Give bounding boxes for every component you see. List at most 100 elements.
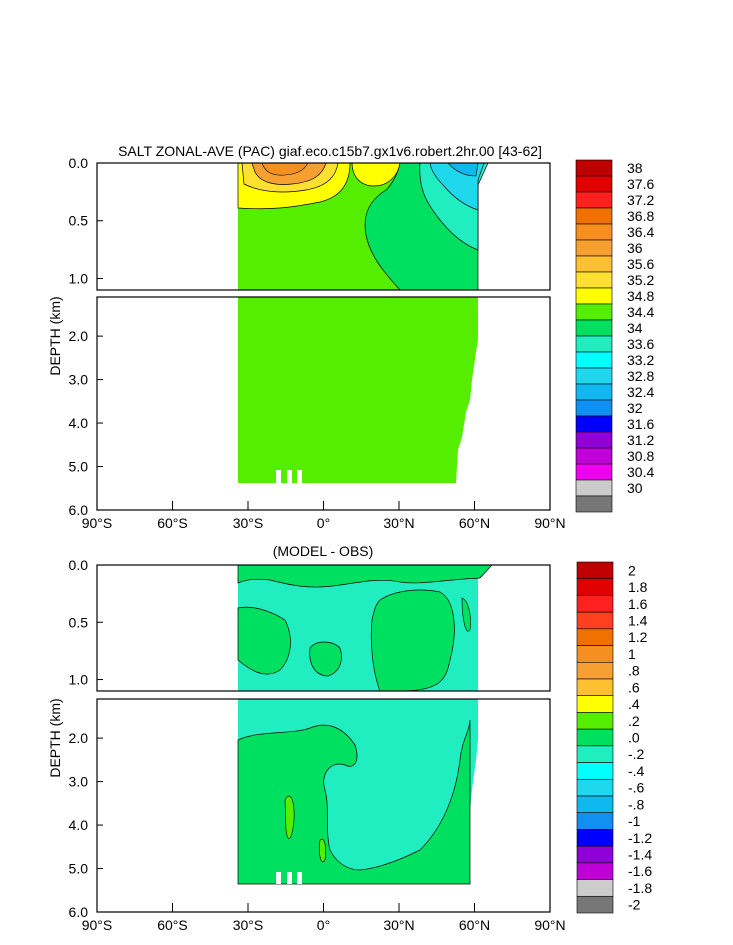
colorbar-swatch — [576, 845, 614, 864]
y-tick-label: 0.0 — [69, 557, 89, 573]
colorbar-swatch — [576, 578, 614, 596]
colorbar-label: .8 — [628, 663, 640, 679]
colorbar-swatch — [576, 645, 614, 663]
y-tick-label: 2.0 — [69, 328, 89, 344]
top-ylabel: DEPTH (km) — [47, 296, 63, 375]
bottom-x-ticks: 90°S 60°S 30°S 0° 30°N 60°N 90°N — [82, 903, 566, 933]
colorbar-swatch — [576, 745, 614, 763]
colorbar-swatch — [575, 223, 613, 241]
top-upper-frame — [96, 162, 551, 291]
colorbar-label: -1 — [628, 813, 641, 829]
colorbar-label: 32.4 — [627, 384, 654, 400]
colorbar-label: 1.6 — [628, 596, 648, 612]
bottom-gap — [297, 872, 302, 884]
colorbar-label: -.2 — [628, 746, 645, 762]
x-tick-label: 60°S — [157, 917, 188, 933]
top-lower-field — [238, 297, 478, 483]
bottom-gap — [287, 872, 292, 884]
colorbar-label: 1 — [628, 646, 636, 662]
colorbar-label: 36.8 — [627, 208, 654, 224]
bottom-y-ticks: 0.0 0.5 1.0 2.0 3.0 4.0 5.0 6.0 — [69, 557, 103, 920]
colorbar-swatch — [575, 207, 613, 225]
colorbar-swatch — [575, 303, 613, 321]
colorbar-label: 32 — [627, 400, 643, 416]
bottom-colorbar: 21.81.61.41.21.8.6.4.2.0-.2-.4-.6-.8-1-1… — [576, 561, 652, 914]
colorbar-label: -1.4 — [628, 847, 652, 863]
colorbar-swatch — [575, 271, 613, 289]
y-tick-label: 5.0 — [69, 459, 89, 475]
x-tick-label: 60°N — [459, 917, 490, 933]
anomaly-deep-positive — [237, 719, 471, 885]
colorbar-swatch — [575, 351, 613, 369]
bottom-gap — [297, 470, 302, 483]
colorbar-swatch — [576, 862, 614, 880]
colorbar-swatch — [575, 399, 613, 417]
bottom-lower-field — [237, 699, 478, 885]
colorbar-swatch — [576, 778, 614, 797]
x-tick-label: 0° — [317, 917, 330, 933]
colorbar-label: 33.2 — [627, 352, 654, 368]
anomaly-deep-streak — [319, 838, 326, 863]
salinity-region-north-max — [351, 162, 401, 187]
colorbar-swatch — [575, 383, 613, 401]
colorbar-swatch — [576, 795, 614, 814]
top-x-ticks: 90°S 60°S 30°S 0° 30°N 60°N 90°N — [82, 501, 566, 531]
y-tick-label: 6.0 — [69, 502, 89, 518]
y-tick-label: 4.0 — [69, 415, 89, 431]
anomaly-region-north-streak — [461, 597, 471, 632]
colorbar-label: 34.4 — [627, 304, 654, 320]
colorbar-label: .4 — [628, 696, 640, 712]
anomaly-region-center-blob — [309, 641, 342, 677]
colorbar-swatch — [575, 255, 613, 273]
y-tick-label: 0.5 — [69, 614, 89, 630]
colorbar-label: -1.8 — [628, 880, 652, 896]
top-colorbar: 3837.637.236.836.43635.635.234.834.43433… — [575, 159, 654, 513]
x-tick-label: 30°N — [383, 515, 414, 531]
x-tick-label: 60°N — [459, 515, 490, 531]
x-tick-label: 30°N — [383, 917, 414, 933]
colorbar-swatch — [576, 895, 614, 914]
colorbar-swatch — [575, 463, 613, 481]
colorbar-label: 34 — [627, 320, 643, 336]
x-tick-label: 30°S — [233, 917, 264, 933]
x-tick-label: 30°S — [233, 515, 264, 531]
colorbar-label: 37.2 — [627, 192, 654, 208]
top-panel: SALT ZONAL-AVE (PAC) giaf.eco.c15b7.gx1v… — [47, 143, 654, 531]
colorbar-label: 31.2 — [627, 432, 654, 448]
colorbar-swatch — [576, 595, 614, 613]
colorbar-label: -.4 — [628, 763, 645, 779]
y-tick-label: 0.0 — [69, 155, 89, 171]
colorbar-label: 36.4 — [627, 224, 654, 240]
colorbar-swatch — [575, 367, 613, 385]
colorbar-label: -1.6 — [628, 863, 652, 879]
top-y-ticks: 0.0 0.5 1.0 2.0 3.0 4.0 5.0 6.0 — [69, 155, 103, 518]
bottom-gap — [287, 470, 292, 483]
colorbar-swatch — [576, 762, 614, 780]
y-tick-label: 3.0 — [69, 774, 89, 790]
colorbar-swatch — [575, 287, 613, 305]
anomaly-region-surface — [237, 564, 493, 588]
salinity-region-subpolar-freshest — [447, 162, 479, 177]
colorbar-swatch — [575, 191, 613, 209]
colorbar-swatch — [576, 712, 614, 730]
colorbar-swatch — [576, 611, 614, 630]
colorbar-swatch — [576, 829, 614, 847]
colorbar-label: 31.6 — [627, 416, 654, 432]
colorbar-swatch — [575, 159, 613, 177]
colorbar-swatch — [575, 175, 613, 193]
colorbar-swatch — [576, 661, 614, 680]
colorbar-swatch — [575, 479, 613, 497]
colorbar-swatch — [576, 728, 614, 747]
colorbar-label: 30.8 — [627, 448, 654, 464]
y-tick-label: 2.0 — [69, 730, 89, 746]
colorbar-label: -2 — [628, 897, 641, 913]
colorbar-label: 35.6 — [627, 256, 654, 272]
colorbar-label: 2 — [628, 562, 636, 578]
bottom-upper-field — [237, 564, 493, 692]
colorbar-swatch — [575, 447, 613, 465]
bottom-gap — [276, 872, 281, 884]
y-tick-label: 6.0 — [69, 904, 89, 920]
colorbar-label: 34.8 — [627, 288, 654, 304]
top-title: SALT ZONAL-AVE (PAC) giaf.eco.c15b7.gx1v… — [118, 143, 542, 159]
colorbar-label: .0 — [628, 730, 640, 746]
